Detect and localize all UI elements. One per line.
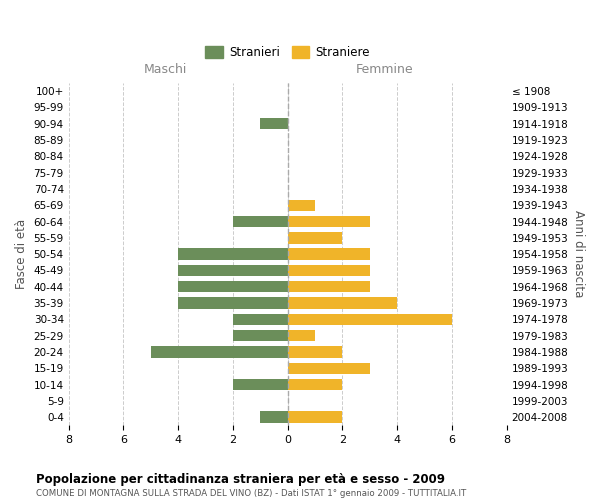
Bar <box>260 412 287 423</box>
Bar <box>233 330 287 342</box>
Bar <box>233 314 287 325</box>
Text: Maschi: Maschi <box>143 63 187 76</box>
Bar <box>287 298 397 308</box>
Bar <box>287 314 452 325</box>
Bar <box>233 216 287 227</box>
Bar <box>178 298 287 308</box>
Y-axis label: Anni di nascita: Anni di nascita <box>572 210 585 298</box>
Bar <box>151 346 287 358</box>
Bar <box>287 264 370 276</box>
Bar <box>260 118 287 130</box>
Y-axis label: Fasce di età: Fasce di età <box>15 219 28 289</box>
Bar <box>287 281 370 292</box>
Bar <box>178 248 287 260</box>
Text: Popolazione per cittadinanza straniera per età e sesso - 2009: Popolazione per cittadinanza straniera p… <box>36 472 445 486</box>
Bar <box>287 330 315 342</box>
Bar <box>178 281 287 292</box>
Bar <box>287 200 315 211</box>
Bar <box>287 379 343 390</box>
Text: Femmine: Femmine <box>355 63 413 76</box>
Bar <box>287 362 370 374</box>
Bar <box>287 346 343 358</box>
Bar <box>287 412 343 423</box>
Bar <box>233 379 287 390</box>
Legend: Stranieri, Straniere: Stranieri, Straniere <box>201 41 374 64</box>
Bar <box>287 248 370 260</box>
Text: COMUNE DI MONTAGNA SULLA STRADA DEL VINO (BZ) - Dati ISTAT 1° gennaio 2009 - TUT: COMUNE DI MONTAGNA SULLA STRADA DEL VINO… <box>36 489 466 498</box>
Bar <box>178 264 287 276</box>
Bar <box>287 232 343 243</box>
Bar <box>287 216 370 227</box>
